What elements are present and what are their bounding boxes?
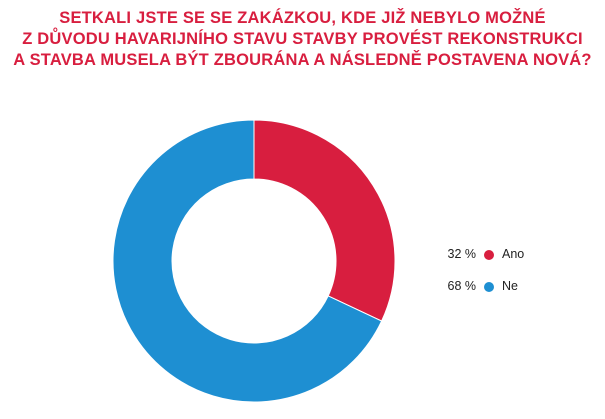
legend-swatch-ano [484, 250, 494, 260]
legend-label-ano: Ano [502, 247, 525, 261]
legend-value-ne: 68 % [447, 279, 477, 293]
chart-title: SETKALI JSTE SE SE ZAKÁZKOU, KDE JIŽ NEB… [0, 8, 605, 71]
legend: 32 % Ano 68 % Ne [434, 245, 554, 309]
legend-item-ne: 68 % Ne [434, 277, 554, 297]
chart-title-line-1: SETKALI JSTE SE SE ZAKÁZKOU, KDE JIŽ NEB… [59, 9, 546, 27]
chart-title-line-2: Z DŮVODU HAVARIJNÍHO STAVU STAVBY PROVÉS… [22, 30, 583, 48]
donut-slice-ne [112, 119, 383, 403]
legend-label-ne: Ne [502, 279, 518, 293]
legend-item-ano: 32 % Ano [434, 245, 554, 265]
donut-slice-ano [253, 119, 396, 322]
legend-swatch-ne [484, 282, 494, 292]
legend-value-ano: 32 % [447, 247, 477, 261]
chart-title-line-3: A STAVBA MUSELA BÝT ZBOURÁNA A NÁSLEDNĚ … [13, 51, 592, 69]
